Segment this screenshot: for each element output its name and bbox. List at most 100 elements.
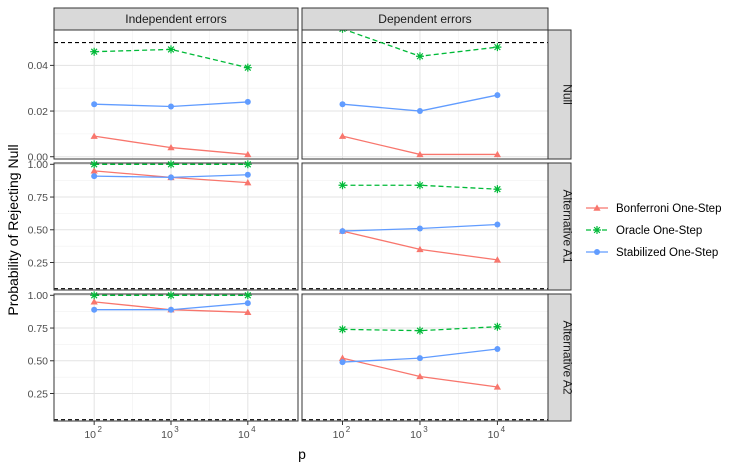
series-line — [342, 184, 498, 190]
data-point — [339, 228, 346, 235]
y-tick-label: 0.00 — [28, 152, 49, 164]
y-tick-label: 1.00 — [28, 159, 49, 171]
column-strip: Dependent errors — [301, 7, 549, 31]
data-point — [244, 98, 251, 105]
x-tick-label: 10 — [488, 429, 500, 441]
x-tick-label: 10 — [161, 429, 173, 441]
legend: Bonferroni One-Step Oracle One-Step Stabil… — [586, 203, 721, 259]
data-point — [338, 325, 347, 334]
panel-border — [53, 162, 299, 291]
data-point — [416, 372, 424, 380]
data-point — [91, 306, 98, 313]
y-tick-label: 0.25 — [28, 257, 49, 269]
column-strip-background — [301, 7, 549, 31]
data-point — [416, 108, 423, 115]
data-point — [415, 181, 424, 190]
x-tick-label: 10 — [84, 429, 96, 441]
data-point — [90, 47, 99, 56]
panel-background — [302, 30, 548, 159]
data-point — [167, 306, 174, 313]
data-point — [244, 171, 251, 178]
data-point — [416, 150, 424, 158]
legend-key-marker — [593, 204, 601, 211]
legend-key-marker — [593, 226, 601, 234]
strips-layer: Independent errors Dependent errors Null Al… — [53, 7, 575, 422]
row-strip-label: Alternative A2 — [561, 320, 575, 394]
data-point — [244, 179, 252, 186]
column-strip: Independent errors — [53, 7, 299, 31]
row-strip: Null — [547, 29, 575, 160]
data-point — [416, 245, 424, 253]
x-tick-label: 10 — [333, 429, 345, 441]
data-point — [90, 298, 98, 305]
row-strip: Alternative A2 — [547, 293, 575, 422]
data-point — [90, 167, 98, 174]
y-axis-title: Probability of Rejecting Null — [5, 144, 21, 315]
panel-background — [54, 30, 298, 159]
data-point — [415, 52, 424, 61]
row-strip-background — [547, 29, 572, 160]
panel-series — [90, 291, 252, 316]
data-point — [494, 345, 501, 352]
data-point — [493, 185, 502, 194]
legend-label: Stabilized One-Step — [616, 247, 718, 259]
x-tick-exponent: 4 — [251, 425, 256, 434]
data-point — [415, 326, 424, 335]
data-point — [243, 63, 252, 72]
legend-label: Oracle One-Step — [616, 225, 702, 237]
data-point — [494, 221, 501, 228]
data-point — [166, 291, 175, 300]
panel — [53, 293, 299, 422]
y-tick-label: 0.02 — [28, 106, 49, 118]
panel-series — [338, 181, 502, 263]
axes-layer: 0.00 0.02 0.04 0.25 0.50 0.75 1.00 0.25 0.50 0.75… — [28, 60, 506, 441]
panel — [301, 162, 549, 291]
data-point — [339, 101, 346, 108]
data-point — [339, 359, 346, 366]
data-point — [167, 174, 174, 181]
panel — [301, 29, 549, 160]
legend-label: Bonferroni One-Step — [616, 203, 721, 215]
legend-item: Bonferroni One-Step — [586, 203, 721, 215]
x-tick-exponent: 3 — [174, 425, 179, 434]
x-tick-exponent: 3 — [423, 425, 428, 434]
data-point — [167, 103, 174, 110]
panel-series — [90, 160, 252, 186]
legend-key-marker — [594, 249, 600, 255]
y-tick-label: 0.75 — [28, 192, 49, 204]
panel-border — [53, 293, 299, 422]
x-tick-label: 10 — [410, 429, 422, 441]
data-point — [244, 308, 252, 316]
data-point — [416, 355, 423, 362]
data-point — [243, 291, 252, 300]
data-point — [338, 181, 347, 190]
data-point — [244, 300, 251, 307]
data-point — [91, 101, 98, 108]
data-point — [494, 92, 501, 99]
data-point — [338, 354, 347, 361]
x-tick-exponent: 2 — [346, 425, 351, 434]
panel — [53, 162, 299, 291]
panel-background — [54, 163, 298, 290]
y-tick-label: 0.04 — [28, 60, 49, 72]
column-strip-background — [53, 7, 299, 31]
panel — [53, 29, 299, 160]
legend-item: Oracle One-Step — [586, 225, 702, 237]
data-point — [90, 160, 99, 169]
panel-series — [90, 45, 252, 158]
column-strip-label: Dependent errors — [378, 12, 471, 26]
data-point — [243, 160, 252, 169]
column-strip-label: Independent errors — [125, 12, 226, 26]
series-line — [342, 326, 498, 332]
legend-item: Stabilized One-Step — [586, 247, 718, 259]
data-point — [90, 291, 99, 300]
x-tick-label: 10 — [238, 429, 250, 441]
panel-background — [54, 294, 298, 421]
data-point — [167, 143, 175, 151]
y-tick-label: 0.75 — [28, 323, 49, 335]
data-point — [493, 150, 502, 158]
row-strip-background — [547, 162, 572, 291]
data-point — [493, 322, 502, 331]
row-strip-label: Null — [561, 84, 575, 105]
